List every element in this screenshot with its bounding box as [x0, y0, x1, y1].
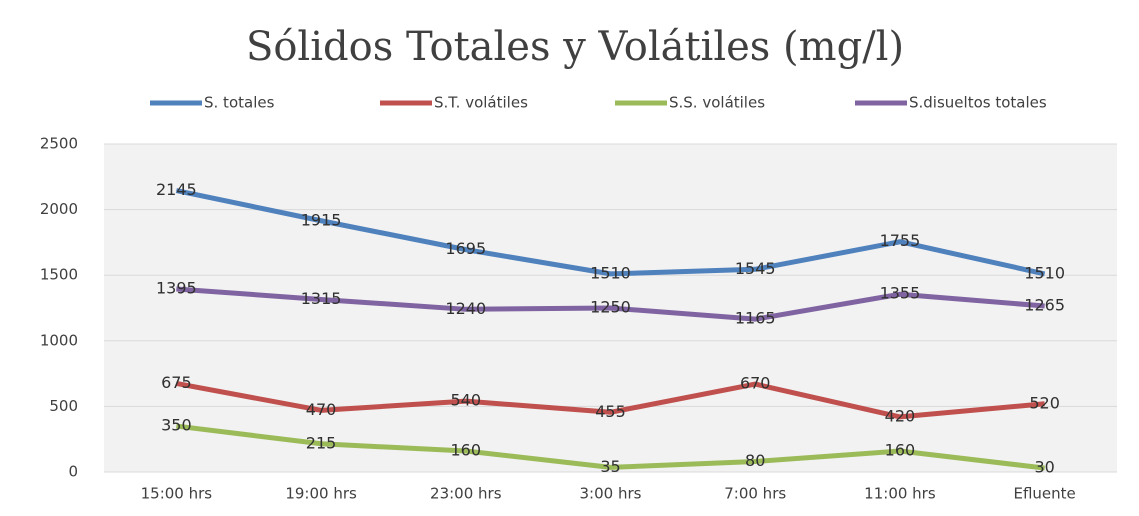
legend-label: S.disueltos totales: [909, 94, 1047, 112]
data-label: 455: [595, 402, 626, 421]
x-tick-label: 7:00 hrs: [724, 485, 786, 503]
data-label: 1755: [880, 231, 921, 250]
data-label: 80: [745, 451, 765, 470]
y-tick-label: 2500: [40, 135, 78, 153]
y-tick-label: 1000: [40, 331, 78, 349]
data-label: 1250: [590, 298, 631, 317]
y-tick-label: 500: [49, 397, 78, 415]
legend-label: S.S. volátiles: [669, 94, 765, 112]
chart-title: Sólidos Totales y Volátiles (mg/l): [246, 24, 904, 70]
data-label: 2145: [156, 180, 197, 199]
data-label: 1695: [445, 239, 486, 258]
series-line: [176, 423, 1045, 471]
x-tick-label: Efluente: [1014, 485, 1076, 503]
data-label: 520: [1029, 393, 1060, 412]
data-label: 540: [451, 391, 482, 410]
data-label: 350: [161, 416, 192, 435]
x-tick-label: 15:00 hrs: [141, 485, 213, 503]
data-label: 1545: [735, 259, 776, 278]
y-tick-label: 0: [68, 463, 78, 481]
data-label: 670: [740, 374, 771, 393]
series-line: [175, 188, 1046, 277]
data-label: 470: [306, 400, 337, 419]
legend-label: S. totales: [204, 94, 275, 112]
data-label: 160: [451, 441, 482, 460]
data-label: 215: [306, 433, 337, 452]
data-label: 35: [600, 457, 620, 476]
data-label: 30: [1034, 458, 1054, 477]
data-label: 1240: [445, 299, 486, 318]
x-tick-label: 23:00 hrs: [430, 485, 502, 503]
data-label: 160: [885, 441, 916, 460]
data-label: 1510: [590, 263, 631, 282]
data-label: 675: [161, 373, 192, 392]
series-line: [176, 286, 1045, 322]
data-label: 1355: [880, 284, 921, 303]
series-line: [175, 380, 1045, 420]
x-tick-label: 11:00 hrs: [864, 485, 936, 503]
data-label: 1315: [301, 289, 342, 308]
y-tick-label: 2000: [40, 200, 78, 218]
y-tick-label: 1500: [40, 266, 78, 284]
x-tick-label: 19:00 hrs: [285, 485, 357, 503]
data-label: 1165: [735, 309, 776, 328]
legend-label: S.T. volátiles: [434, 94, 528, 112]
x-tick-label: 3:00 hrs: [580, 485, 642, 503]
data-label: 1510: [1024, 263, 1065, 282]
data-label: 1265: [1024, 296, 1065, 315]
data-label: 1395: [156, 278, 197, 297]
data-label: 420: [885, 406, 916, 425]
data-label: 1915: [301, 210, 342, 229]
